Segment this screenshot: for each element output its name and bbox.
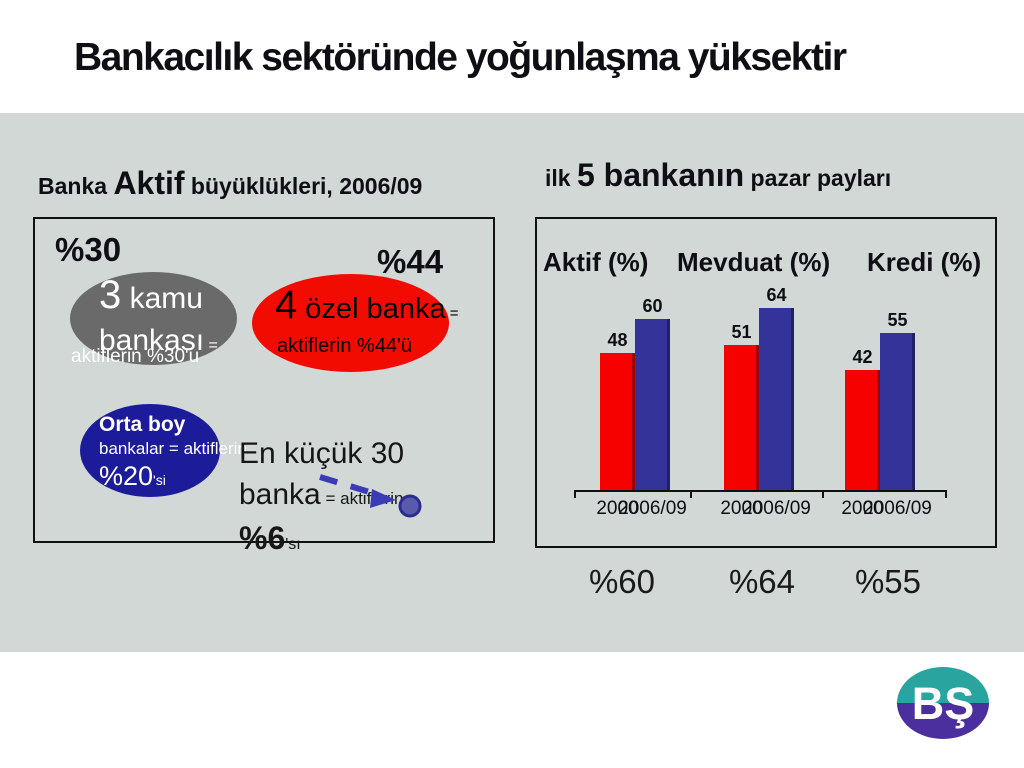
public-banks-label: kamu xyxy=(121,282,203,315)
private-banks-label: özel banka xyxy=(297,293,446,325)
x-axis-label: 2006/09 xyxy=(863,498,932,519)
smallest-banks-pct: %6 xyxy=(239,520,286,556)
private-share-label: %44 xyxy=(377,243,444,280)
x-axis-label: 2006/09 xyxy=(742,498,811,519)
bar-rect xyxy=(759,308,794,490)
public-banks-text: 3 kamu bankası = xyxy=(99,275,218,364)
right-heading-pre: ilk xyxy=(545,165,577,191)
x-axis-label: 2000 xyxy=(841,498,884,519)
x-axis-label: 2006/09 xyxy=(618,498,687,519)
right-panel-heading: ilk 5 bankanın pazar payları xyxy=(545,157,891,194)
dashed-arrow-icon xyxy=(319,474,422,518)
bar-value-label: 48 xyxy=(607,330,628,350)
bar: 60 2006/09 xyxy=(618,296,687,519)
axis-tick xyxy=(945,490,947,498)
smallest-banks-text: En küçük 30 banka = aktiflerin %6'sı xyxy=(239,433,404,564)
medium-banks-ellipse xyxy=(80,404,220,497)
x-axis-label: 2000 xyxy=(720,498,763,519)
bullet-dot xyxy=(398,494,422,518)
bar-chart: 48 2000 60 2006/09 51 2000 64 2006/09 42 2000 55 20… xyxy=(574,285,947,519)
bar: 64 2006/09 xyxy=(742,285,811,519)
bar-value-label: 55 xyxy=(887,310,908,330)
private-banks-text: 4 özel banka = xyxy=(275,283,459,328)
bar: 48 2000 xyxy=(596,330,638,519)
bar-group: 48 2000 60 2006/09 xyxy=(596,296,687,519)
right-heading-emph: 5 bankanın xyxy=(576,157,745,193)
medium-banks-pct: %20 xyxy=(99,461,154,491)
public-banks-count: 3 xyxy=(99,273,122,317)
x-axis-label: 2000 xyxy=(596,498,639,519)
bar-rect xyxy=(600,353,635,490)
axis-tick xyxy=(574,490,576,498)
bar-value-label: 42 xyxy=(852,347,873,367)
column-header-kredi: Kredi (%) xyxy=(867,247,982,277)
axis-tick xyxy=(689,490,692,498)
bar-value-label: 51 xyxy=(731,322,752,342)
smallest-banks-line1: En küçük 30 xyxy=(239,437,405,470)
total-aktif: %60 xyxy=(588,563,656,600)
public-share-label: %30 xyxy=(55,231,122,268)
market-share-box: Aktif (%) Mevduat (%) Kredi (%) 48 2000 60… xyxy=(535,217,997,548)
bar-rect xyxy=(635,319,670,490)
left-heading-post: büyüklükleri, 2006/09 xyxy=(184,173,423,199)
public-banks-eq: = xyxy=(204,337,218,354)
content-band: Banka Aktif büyüklükleri, 2006/09 %30 %4… xyxy=(0,113,1024,652)
private-banks-count: 4 xyxy=(275,283,298,327)
public-banks-ellipse xyxy=(70,272,237,365)
axis-tick xyxy=(822,490,825,498)
medium-banks-text: Orta boy bankalar = aktiflerin %20'si xyxy=(99,412,247,496)
bar-value-label: 60 xyxy=(642,296,663,316)
right-heading-post: pazar payları xyxy=(744,165,892,191)
total-kredi: %55 xyxy=(854,563,922,600)
private-banks-eq: = xyxy=(445,305,459,322)
medium-banks-pct-suffix: 'si xyxy=(153,472,166,488)
smallest-banks-line2: banka xyxy=(239,478,321,511)
bar-rect xyxy=(880,333,915,490)
bar-value-label: 64 xyxy=(766,285,787,305)
bar-rect xyxy=(724,345,759,490)
smallest-banks-pct-suffix: 'sı xyxy=(285,536,301,553)
bar: 55 2006/09 xyxy=(863,310,932,519)
bar: 51 2000 xyxy=(720,322,762,519)
bar: 42 2000 xyxy=(841,347,883,519)
private-banks-subtext: aktiflerin %44'ü xyxy=(277,335,412,357)
left-panel-heading: Banka Aktif büyüklükleri, 2006/09 xyxy=(38,165,422,202)
bar-rect xyxy=(845,370,880,490)
medium-banks-title: Orta boy xyxy=(99,413,186,436)
public-banks-label2: bankası xyxy=(99,324,205,357)
total-mevduat: %64 xyxy=(728,563,796,600)
bar-group: 51 2000 64 2006/09 xyxy=(720,285,811,519)
public-banks-subtext: aktiflerin %30'u xyxy=(71,346,200,367)
logo-letters: BŞ xyxy=(912,678,975,729)
slide-title: Bankacılık sektöründe yoğunlaşma yüksekt… xyxy=(74,36,847,79)
column-header-aktif: Aktif (%) xyxy=(543,247,649,277)
bar-group: 42 2000 55 2006/09 xyxy=(841,310,932,519)
left-heading-emph: Aktif xyxy=(113,165,185,201)
medium-banks-label: bankalar = aktiflerin xyxy=(99,439,247,458)
company-logo: BŞ xyxy=(897,667,989,739)
left-heading-pre: Banka xyxy=(38,173,114,199)
private-banks-ellipse xyxy=(252,274,449,372)
column-header-mevduat: Mevduat (%) xyxy=(677,247,831,277)
asset-size-box: %30 %44 3 kamu bankası = aktiflerin %30'… xyxy=(33,217,495,556)
